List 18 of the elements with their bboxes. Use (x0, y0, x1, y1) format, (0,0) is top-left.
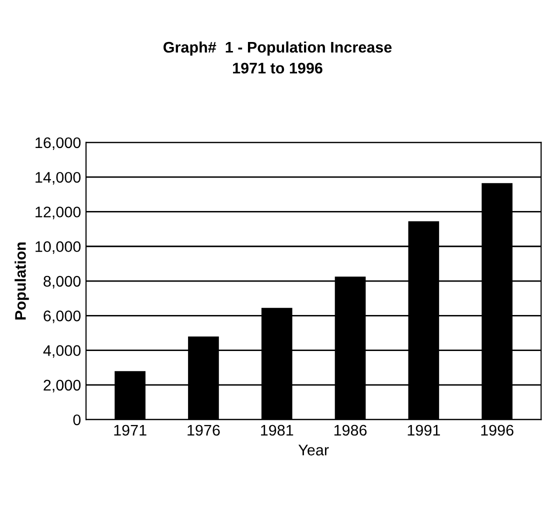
y-tick-label: 14,000 (36, 172, 81, 185)
y-tick-label: 4,000 (43, 345, 81, 358)
x-tick-label: 1981 (261, 424, 294, 436)
x-tick-label: 1991 (408, 424, 440, 436)
x-axis-title: Year (298, 444, 329, 456)
chart-title: Graph# 1 - Population Increase 1971 to 1996 (164, 41, 392, 74)
x-tick-label: 1971 (114, 424, 146, 436)
y-tick-label: 6,000 (44, 310, 81, 324)
y-tick-label: 2,000 (44, 380, 81, 392)
y-tick-label: 8,000 (44, 276, 81, 289)
x-tick-label: 1986 (334, 424, 367, 436)
x-tick-label: 1996 (481, 424, 514, 436)
y-tick-label: 12,000 (36, 206, 81, 220)
y-axis-title: Population (14, 242, 29, 320)
x-tick-label: 1976 (188, 424, 220, 436)
y-tick-label: 16,000 (36, 137, 81, 150)
y-tick-label: 0 (73, 414, 81, 426)
y-tick-label: 10,000 (36, 241, 81, 254)
